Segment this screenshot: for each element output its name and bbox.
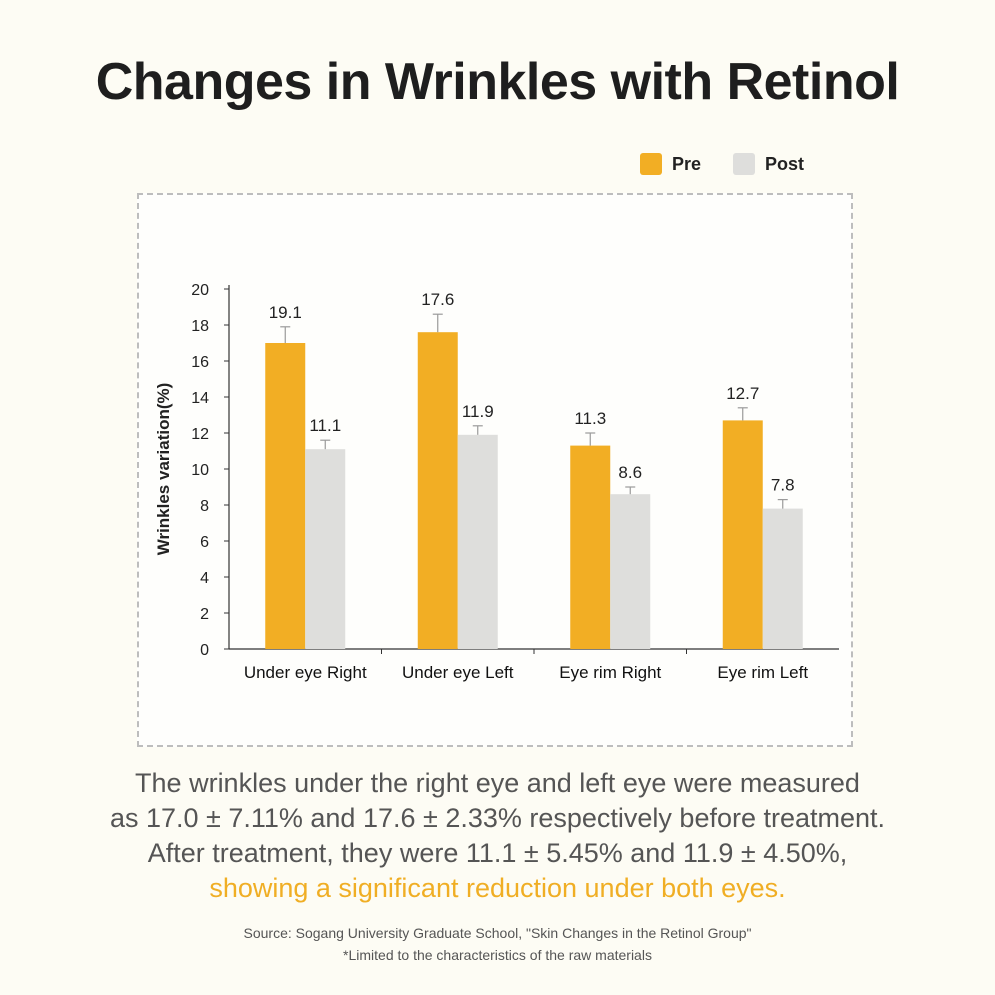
description-highlight: showing a significant reduction under bo… [209, 873, 786, 903]
data-label-post: 11.9 [462, 402, 494, 421]
bar-post [457, 434, 498, 649]
bar-pre [722, 420, 763, 649]
legend-label-post: Post [765, 153, 805, 174]
y-tick-label: 12 [191, 426, 209, 443]
legend-item-post: Post [733, 153, 804, 175]
legend-item-pre: Pre [640, 153, 701, 175]
legend-swatch-post [733, 153, 756, 175]
bar-post [305, 449, 346, 649]
x-tick-label: Eye rim Left [717, 663, 808, 682]
data-label-post: 7.8 [771, 476, 795, 495]
chart-title: Changes in Wrinkles with Retinol [95, 53, 900, 111]
data-label-pre: 12.7 [726, 384, 759, 403]
description-line-1: The wrinkles under the right eye and lef… [135, 768, 860, 798]
bar-pre [265, 343, 306, 649]
bar-chart: 0 2 4 6 8 10 12 14 16 18 20 Wrinkles variation(%) Un… [154, 282, 839, 682]
y-tick-label: 20 [191, 282, 209, 299]
y-axis-label: Wrinkles variation(%) [154, 383, 173, 556]
data-label-pre: 19.1 [269, 303, 302, 322]
legend: Pre Post [640, 150, 826, 178]
description-line-2: as 17.0 ± 7.11% and 17.6 ± 2.33% respect… [109, 803, 886, 833]
disclaimer-line: *Limited to the characteristics of the r… [343, 947, 652, 963]
legend-swatch-pre [640, 153, 662, 175]
x-tick-label: Under eye Right [244, 663, 367, 682]
bar-pre [570, 445, 611, 649]
data-label-post: 8.6 [618, 463, 642, 482]
description-line-3: After treatment, they were 11.1 ± 5.45% … [147, 838, 848, 868]
x-tick-label: Eye rim Right [559, 663, 661, 682]
description: The wrinkles under the right eye and lef… [0, 766, 995, 906]
y-tick-label: 6 [200, 534, 209, 551]
bar-post [762, 508, 803, 649]
data-label-pre: 17.6 [421, 290, 454, 309]
y-tick-label: 18 [191, 318, 209, 335]
x-tick-label: Under eye Left [402, 663, 514, 682]
y-tick-label: 16 [191, 354, 209, 371]
data-label-pre: 11.3 [574, 409, 606, 428]
source-note: Source: Sogang University Graduate Schoo… [0, 922, 995, 966]
y-tick-label: 0 [200, 642, 209, 659]
source-line: Source: Sogang University Graduate Schoo… [243, 925, 752, 941]
bar-post [610, 494, 651, 649]
y-tick-label: 2 [200, 606, 209, 623]
bar-pre [417, 332, 458, 649]
legend-label-pre: Pre [672, 153, 702, 174]
chart-panel: 0 2 4 6 8 10 12 14 16 18 20 Wrinkles variation(%) Un… [137, 193, 853, 747]
y-tick-label: 8 [200, 498, 209, 515]
data-label-post: 11.1 [309, 416, 341, 435]
y-tick-label: 4 [200, 570, 209, 587]
y-tick-label: 10 [191, 462, 209, 479]
y-tick-label: 14 [191, 390, 209, 407]
